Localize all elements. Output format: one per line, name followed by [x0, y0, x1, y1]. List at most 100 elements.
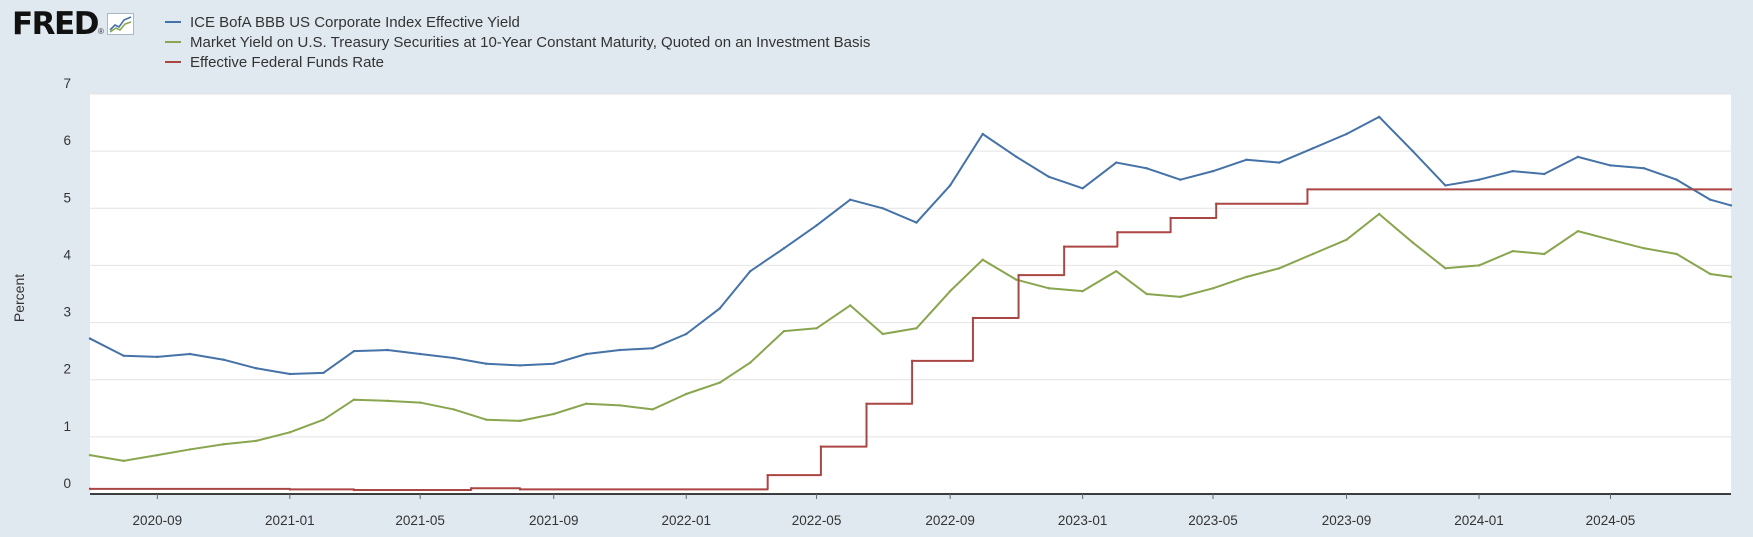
data-point — [156, 453, 159, 457]
y-tick-label: 7 — [63, 76, 71, 91]
data-point — [418, 352, 422, 356]
data-point — [1477, 264, 1481, 267]
fred-logo[interactable]: FRED ® — [12, 6, 134, 42]
data-point — [981, 258, 984, 261]
data-point — [1145, 167, 1148, 170]
data-point — [881, 332, 885, 336]
legend-item: Market Yield on U.S. Treasury Securities… — [165, 32, 870, 52]
data-point — [819, 445, 823, 448]
x-tick-label: 2020-09 — [133, 513, 183, 528]
data-point — [188, 352, 192, 356]
data-point — [1017, 273, 1020, 277]
data-point — [718, 307, 722, 310]
data-point — [1576, 229, 1580, 233]
data-point — [1345, 238, 1348, 241]
plot-area — [90, 94, 1731, 494]
data-point — [585, 352, 588, 356]
legend-item: ICE BofA BBB US Corporate Index Effectiv… — [165, 12, 870, 32]
series-line — [90, 188, 1731, 491]
y-axis-ticks: 0 1 2 3 4 5 6 7 — [63, 76, 71, 491]
chart-line-icon — [106, 13, 134, 35]
data-point — [1642, 167, 1646, 170]
data-point — [1169, 216, 1172, 220]
data-point — [1215, 202, 1218, 205]
data-point — [88, 453, 92, 457]
data-point — [1245, 275, 1248, 279]
data-point — [1115, 161, 1118, 164]
data-point — [971, 316, 975, 320]
data-point — [386, 348, 389, 352]
y-tick-label: 4 — [63, 247, 71, 262]
x-tick-label: 2022-09 — [925, 513, 975, 528]
data-point — [122, 459, 125, 463]
data-point — [518, 419, 522, 423]
data-point — [865, 402, 868, 405]
data-point — [518, 488, 522, 491]
data-point — [1278, 161, 1281, 164]
gridlines — [90, 93, 1731, 438]
data-point — [352, 398, 356, 401]
legend-label: ICE BofA BBB US Corporate Index Effectiv… — [190, 13, 520, 31]
data-point — [782, 247, 786, 250]
data-point — [122, 354, 125, 357]
legend-label: Market Yield on U.S. Treasury Securities… — [190, 33, 871, 51]
data-point — [322, 418, 325, 421]
data-point — [718, 381, 722, 384]
data-point — [1081, 187, 1084, 190]
data-point — [1311, 252, 1315, 256]
data-point — [685, 332, 688, 336]
data-point — [1062, 245, 1066, 248]
data-point — [88, 487, 92, 491]
data-point — [1709, 198, 1712, 201]
data-point — [849, 304, 852, 307]
data-point — [552, 362, 555, 365]
data-point — [1511, 169, 1514, 173]
data-point — [948, 289, 952, 293]
legend-swatch — [165, 41, 181, 43]
data-point — [1729, 188, 1733, 191]
data-point — [322, 371, 325, 375]
y-tick-label: 2 — [63, 362, 71, 377]
data-point — [1115, 269, 1118, 273]
data-point — [1444, 184, 1447, 187]
x-tick-label: 2021-01 — [265, 513, 315, 528]
data-point — [352, 488, 356, 492]
data-point — [749, 269, 752, 273]
y-tick-label: 1 — [63, 419, 71, 434]
data-point — [1278, 267, 1281, 270]
data-point — [1477, 178, 1481, 181]
data-point — [1311, 147, 1315, 150]
x-tick-label: 2021-09 — [529, 513, 579, 528]
y-tick-label: 0 — [63, 476, 71, 491]
data-point — [1345, 132, 1348, 136]
data-point — [1675, 178, 1678, 181]
data-point — [288, 488, 292, 491]
data-point — [1729, 275, 1733, 279]
data-point — [1047, 175, 1051, 179]
data-point — [452, 408, 456, 411]
data-point — [881, 207, 885, 210]
data-point — [1609, 164, 1612, 167]
legend-swatch — [165, 21, 181, 23]
data-point — [188, 448, 192, 451]
legend-label: Effective Federal Funds Rate — [190, 53, 384, 71]
data-point — [815, 224, 818, 227]
x-tick-label: 2022-01 — [661, 513, 711, 528]
data-point — [915, 221, 918, 224]
data-point — [948, 184, 952, 187]
data-point — [1081, 289, 1084, 293]
data-point — [1411, 149, 1414, 153]
data-point — [288, 431, 292, 434]
data-point — [910, 359, 914, 363]
data-point — [254, 367, 258, 370]
data-point — [1543, 252, 1546, 256]
data-point — [452, 356, 456, 360]
x-tick-label: 2022-05 — [792, 513, 842, 528]
data-point — [651, 347, 654, 350]
data-point — [618, 404, 622, 407]
data-point — [1411, 241, 1414, 244]
x-tick-label: 2023-01 — [1058, 513, 1108, 528]
data-point — [1211, 169, 1215, 173]
data-point — [288, 372, 292, 376]
